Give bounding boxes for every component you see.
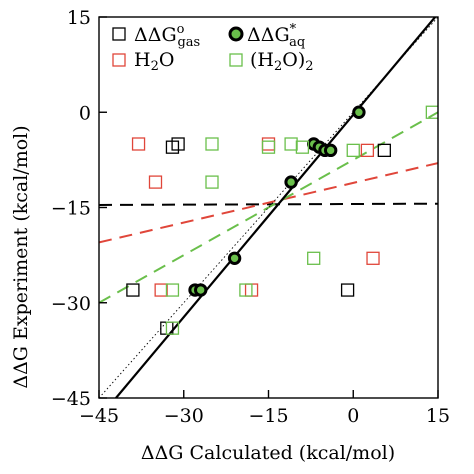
y-tick-label: −45 xyxy=(51,388,91,410)
point-h2o xyxy=(366,251,380,265)
point-h2o2 xyxy=(346,143,360,158)
line-fit-h2o xyxy=(99,162,438,244)
line-identity xyxy=(99,17,438,398)
point-h2o xyxy=(360,143,375,158)
point-h2o xyxy=(131,137,146,151)
y-tick-label: −15 xyxy=(51,198,91,220)
point-gas xyxy=(171,137,185,151)
point-h2o2 xyxy=(261,140,276,154)
x-tick-label: 0 xyxy=(347,405,359,427)
y-tick-label: 0 xyxy=(79,102,91,124)
point-h2o2 xyxy=(239,283,253,297)
legend-marker-aq xyxy=(228,26,244,42)
point-aq xyxy=(323,143,338,158)
point-h2o xyxy=(148,175,163,189)
legend-label-aq: ΔΔG* aq xyxy=(247,22,305,50)
x-tick-label: 15 xyxy=(426,405,450,427)
legend-marker-h2o xyxy=(112,53,126,67)
legend-label-h2o2: (H2O)2 xyxy=(250,49,314,74)
point-h2o xyxy=(154,283,168,297)
y-axis-label: ΔΔG Experiment (kcal/mol) xyxy=(10,125,32,388)
legend: ΔΔGo gas ΔΔG* aq H2O (H2O)2 xyxy=(112,22,314,74)
point-aq xyxy=(194,283,208,297)
axes: −45 −30 −15 0 15 15 0 −15 −30 −45 xyxy=(51,7,450,427)
point-h2o2 xyxy=(205,175,219,189)
point-h2o2 xyxy=(165,321,180,335)
legend-marker-h2o2 xyxy=(229,53,243,67)
point-aq xyxy=(227,251,242,265)
point-aq xyxy=(284,175,298,189)
legend-label-h2o: H2O xyxy=(134,49,174,74)
point-gas xyxy=(340,283,355,297)
y-tick-label: −30 xyxy=(51,293,91,315)
x-tick-label: −45 xyxy=(79,405,119,427)
point-h2o2 xyxy=(165,283,180,297)
plot-area xyxy=(99,17,438,398)
point-h2o2 xyxy=(425,105,438,119)
point-h2o2 xyxy=(307,251,321,265)
x-tick-label: −15 xyxy=(248,405,288,427)
legend-marker-gas xyxy=(112,27,126,41)
point-h2o2 xyxy=(205,137,219,151)
point-h2o2 xyxy=(295,140,310,154)
point-gas xyxy=(126,283,140,297)
x-tick-label: −30 xyxy=(164,405,204,427)
point-gas xyxy=(377,143,391,158)
line-fit-gas xyxy=(99,202,438,206)
point-h2o2 xyxy=(284,137,298,151)
point-aq xyxy=(352,105,366,119)
x-axis-label: ΔΔG Calculated (kcal/mol) xyxy=(141,442,395,464)
legend-label-gas: ΔΔGo gas xyxy=(134,22,200,50)
y-tick-label: 15 xyxy=(67,7,91,29)
